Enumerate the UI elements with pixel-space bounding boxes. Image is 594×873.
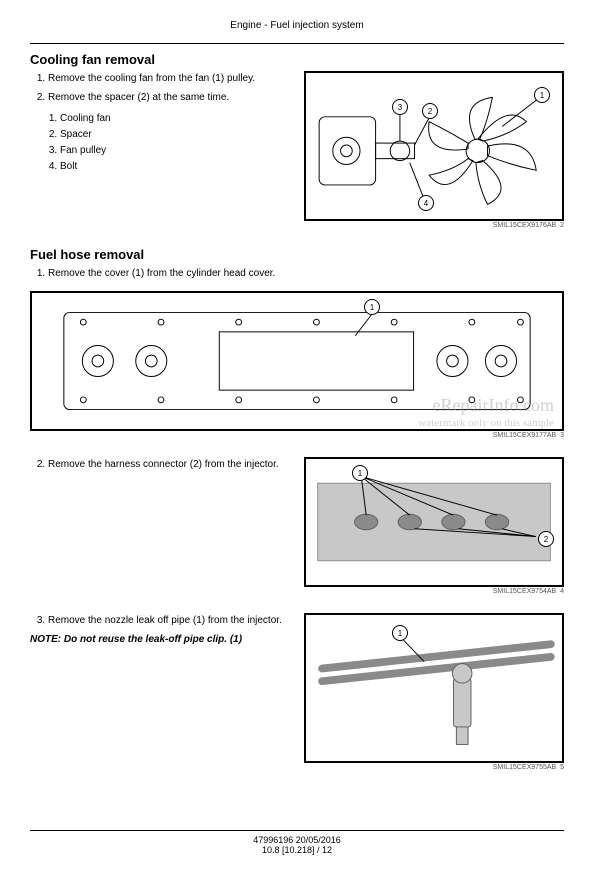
figure-cooling-fan: 3 2 1 4 xyxy=(304,71,564,221)
figure-harness-connector: 1 2 xyxy=(304,457,564,587)
cooling-fan-diagram xyxy=(306,73,562,219)
section1-part-2: Spacer xyxy=(60,127,294,143)
callout-1: 1 xyxy=(534,87,550,103)
footer: 47996196 20/05/2016 10.8 [10.218] / 12 xyxy=(0,830,594,855)
callout-harness-1: 1 xyxy=(352,465,368,481)
section2-step-1: Remove the cover (1) from the cylinder h… xyxy=(48,266,564,281)
harness-diagram xyxy=(306,459,562,585)
callout-harness-2: 2 xyxy=(538,531,554,547)
callout-cover-1: 1 xyxy=(364,299,380,315)
callout-pipe-1: 1 xyxy=(392,625,408,641)
section2-step-2: Remove the harness connector (2) from th… xyxy=(48,457,294,472)
section2-step3-list: Remove the nozzle leak off pipe (1) from… xyxy=(30,613,294,628)
callout-4: 4 xyxy=(418,195,434,211)
footer-page-ref: 10.8 [10.218] / 12 xyxy=(0,845,594,855)
cylinder-head-diagram xyxy=(32,293,562,429)
section1-steps: Remove the cooling fan from the fan (1) … xyxy=(30,71,294,105)
section1-part-3: Fan pulley xyxy=(60,143,294,159)
section1-step-2: Remove the spacer (2) at the same time. xyxy=(48,90,294,105)
figure-nozzle-pipe: 1 xyxy=(304,613,564,763)
section1-part-4: Bolt xyxy=(60,159,294,175)
section2-step1-list: Remove the cover (1) from the cylinder h… xyxy=(30,266,564,281)
section2-step2-list: Remove the harness connector (2) from th… xyxy=(30,457,294,472)
callout-3: 3 xyxy=(392,99,408,115)
figure4-caption: SMIL15CEX9755AB 5 xyxy=(304,764,564,771)
figure1-caption: SMIL15CEX9176AB 2 xyxy=(304,222,564,229)
figure3-caption: SMIL15CEX9754AB 4 xyxy=(304,588,564,595)
section2-title: Fuel hose removal xyxy=(30,247,564,262)
figure2-caption: SMIL15CEX9177AB 3 xyxy=(30,432,564,439)
breadcrumb: Engine - Fuel injection system xyxy=(30,20,564,31)
nozzle-diagram xyxy=(306,615,562,761)
footer-doc-id: 47996196 20/05/2016 xyxy=(0,835,594,845)
divider xyxy=(30,43,564,44)
section1-title: Cooling fan removal xyxy=(30,52,564,67)
section2-step-3: Remove the nozzle leak off pipe (1) from… xyxy=(48,613,294,628)
section1-step-1: Remove the cooling fan from the fan (1) … xyxy=(48,71,294,86)
section1-part-1: Cooling fan xyxy=(60,111,294,127)
section2-note: NOTE: Do not reuse the leak-off pipe cli… xyxy=(30,634,294,645)
section1-parts: Cooling fan Spacer Fan pulley Bolt xyxy=(30,111,294,175)
callout-2: 2 xyxy=(422,103,438,119)
figure-cylinder-head-cover: 1 xyxy=(30,291,564,431)
